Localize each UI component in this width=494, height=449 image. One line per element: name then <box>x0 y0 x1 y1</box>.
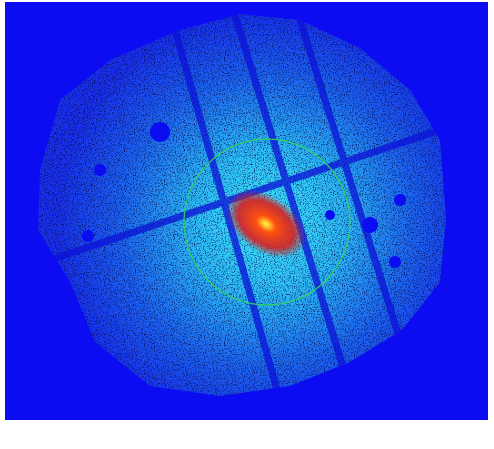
bottom-margin <box>0 420 494 449</box>
hole <box>394 194 406 206</box>
hole <box>94 164 106 176</box>
hole <box>389 256 401 268</box>
hole <box>150 122 170 142</box>
hole <box>325 210 335 220</box>
hole <box>82 230 94 242</box>
page <box>0 0 494 449</box>
hole <box>362 217 378 233</box>
xray-image <box>0 0 494 449</box>
